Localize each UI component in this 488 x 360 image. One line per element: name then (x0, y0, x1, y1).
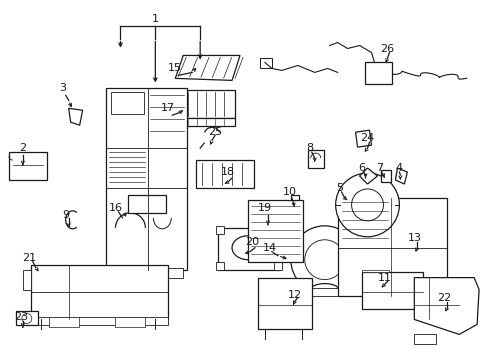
Bar (128, 195, 166, 213)
Polygon shape (395, 168, 407, 184)
Ellipse shape (232, 236, 264, 260)
Bar (16, 311, 38, 325)
Text: 13: 13 (407, 233, 421, 243)
Text: 25: 25 (207, 127, 222, 137)
Bar (218, 228, 279, 270)
Bar (307, 150, 323, 168)
Text: 9: 9 (62, 210, 69, 220)
Bar (258, 278, 311, 329)
Bar (31, 318, 168, 325)
Bar (273, 262, 281, 270)
Bar (381, 170, 390, 182)
Bar (196, 160, 253, 188)
Bar (216, 226, 224, 234)
Text: 22: 22 (436, 293, 450, 302)
Text: 17: 17 (161, 103, 175, 113)
Polygon shape (361, 270, 388, 272)
Text: 6: 6 (357, 163, 365, 173)
Bar (105, 88, 187, 270)
Bar (9, 152, 47, 180)
Text: 11: 11 (377, 273, 391, 283)
Text: 4: 4 (395, 163, 402, 173)
Bar (110, 92, 144, 114)
Text: 7: 7 (375, 163, 382, 173)
Text: 21: 21 (22, 253, 36, 263)
Bar (413, 334, 435, 345)
Text: 10: 10 (282, 187, 296, 197)
Bar (260, 58, 271, 68)
Text: 3: 3 (59, 84, 66, 93)
Bar (290, 195, 298, 213)
Text: 16: 16 (108, 203, 122, 213)
Bar (364, 62, 392, 84)
Text: 26: 26 (380, 44, 394, 54)
Circle shape (304, 240, 344, 280)
Bar (337, 198, 447, 296)
Text: 18: 18 (221, 167, 235, 177)
Text: 23: 23 (14, 312, 28, 323)
Bar (309, 288, 339, 296)
Text: 20: 20 (244, 237, 259, 247)
Bar (155, 268, 183, 278)
Polygon shape (175, 55, 240, 80)
Bar (115, 318, 145, 328)
Text: 5: 5 (335, 183, 343, 193)
Text: 8: 8 (305, 143, 313, 153)
Bar (273, 226, 281, 234)
Bar (23, 270, 31, 289)
Bar (216, 262, 224, 270)
Bar (247, 200, 302, 262)
Bar (108, 268, 130, 278)
Bar (31, 265, 168, 319)
Circle shape (335, 173, 399, 237)
Text: 14: 14 (263, 243, 276, 253)
Circle shape (290, 226, 358, 293)
Bar (361, 272, 423, 310)
Polygon shape (355, 130, 371, 147)
Bar (49, 318, 79, 328)
Text: 15: 15 (168, 63, 182, 73)
Circle shape (289, 205, 299, 215)
Text: 2: 2 (19, 143, 26, 153)
Text: 12: 12 (287, 289, 301, 300)
Text: 24: 24 (360, 133, 374, 143)
Bar (183, 118, 235, 126)
Bar (183, 90, 235, 118)
Polygon shape (413, 278, 478, 334)
Text: 19: 19 (257, 203, 271, 213)
Circle shape (351, 189, 383, 221)
Polygon shape (68, 108, 82, 125)
Text: 1: 1 (152, 14, 159, 24)
Polygon shape (359, 168, 377, 184)
